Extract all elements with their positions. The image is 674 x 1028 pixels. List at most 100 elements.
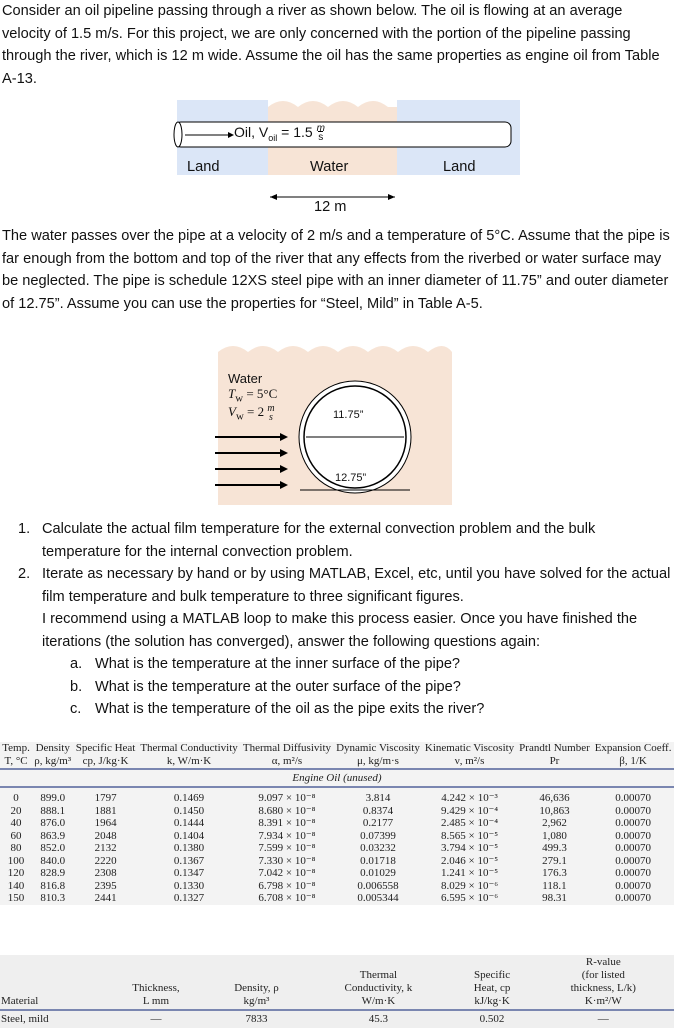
header-line: Temp. <box>2 742 30 754</box>
header-line: Specific Heat <box>75 742 136 754</box>
table-cell: 7.599 × 10⁻⁸ <box>258 842 316 854</box>
steel-properties-table: Material Thickness, L mm Density, ρ kg/m³ The… <box>0 955 674 1028</box>
table-cell: 7.330 × 10⁻⁸ <box>258 854 316 867</box>
table-cell: 0.00070 <box>615 817 651 829</box>
table-cell: 1964 <box>94 817 117 829</box>
table-cell: 1797 <box>94 792 117 804</box>
table-cell: 279.1 <box>542 854 567 867</box>
table-cell: 899.0 <box>40 792 66 804</box>
table-cell: 852.0 <box>40 842 66 854</box>
table-cell: 2395 <box>94 879 117 892</box>
table-cell: 0.00070 <box>615 879 651 892</box>
header-line: k, W/m·K <box>166 755 212 767</box>
engine-oil-properties-table: Temp. T, °C Density ρ, kg/m³ Specific Heat cp… <box>0 742 674 905</box>
header-line: Density <box>35 742 70 754</box>
table-cell: 7.934 × 10⁻⁸ <box>258 829 316 842</box>
land-right-label: Land <box>443 159 476 175</box>
water-label-2: Water <box>228 371 263 386</box>
table-cell: 176.3 <box>542 867 567 879</box>
column-header: Thermal Conductivity, k W/m·K <box>305 955 452 1011</box>
table-cell: 499.3 <box>542 842 567 854</box>
table-cell: 9.429 × 10⁻⁴ <box>441 804 499 817</box>
column-header: R-value (for listed thickness, L/k) K·m²/W <box>532 955 674 1011</box>
table-section-title: Engine Oil (unused) <box>0 769 674 788</box>
header-line: Density, ρ <box>234 982 279 994</box>
table-cell: 8.565 × 10⁻⁵ <box>441 829 499 842</box>
table-cell: 0.006558 <box>357 879 399 892</box>
header-line: cp, J/kg·K <box>82 755 129 767</box>
table-cell: 7833 <box>245 1013 268 1025</box>
table-cell: 1,080 <box>542 829 567 842</box>
header-line: Expansion Coeff. <box>594 742 672 754</box>
table-cell: 0.07399 <box>360 829 396 842</box>
table-cell: 0.1380 <box>173 842 205 854</box>
table-cell: 0.00070 <box>615 792 651 804</box>
table-row: 60 863.9 2048 0.1404 7.934 × 10⁻⁸ 0.07399 8.56… <box>0 830 674 843</box>
table-cell: 8.391 × 10⁻⁸ <box>258 817 316 829</box>
table-cell: 100 <box>7 854 25 867</box>
header-line: L mm <box>142 995 170 1007</box>
subquestion-c: c. What is the temperature of the oil as … <box>70 701 485 717</box>
table-cell: 4.242 × 10⁻³ <box>441 792 498 804</box>
table-cell: Steel, mild <box>1 1013 49 1025</box>
table-cell: 118.1 <box>542 879 567 892</box>
table-cell: 888.1 <box>40 804 66 817</box>
table-cell: 2.046 × 10⁻⁵ <box>441 854 499 867</box>
header-line: ρ, kg/m³ <box>34 755 72 767</box>
table-cell: 2.485 × 10⁻⁴ <box>441 817 499 829</box>
pipe-cross-section-figure <box>215 346 452 505</box>
table-cell: 0.1404 <box>173 829 205 842</box>
header-line: Kinematic Viscosity <box>424 742 515 754</box>
column-header: Expansion Coeff. β, 1/K <box>592 742 674 770</box>
table-cell: 0.00070 <box>615 804 651 817</box>
table-cell: 810.3 <box>40 892 66 904</box>
column-header: Thermal Diffusivity α, m²/s <box>240 742 334 770</box>
header-line: α, m²/s <box>271 755 303 767</box>
table-cell: 0.1367 <box>173 854 205 867</box>
table-cell: 140 <box>7 879 25 892</box>
table-cell: 840.0 <box>40 854 66 867</box>
header-line: μ, kg/m·s <box>356 755 399 767</box>
column-header: Specific Heat, cp kJ/kg·K <box>451 955 533 1011</box>
table-cell: 0.00070 <box>615 867 651 879</box>
table-cell: 863.9 <box>40 829 66 842</box>
table-cell: 6.798 × 10⁻⁸ <box>258 879 316 892</box>
table-cell: 1881 <box>94 804 117 817</box>
header-line: R-value <box>585 956 621 968</box>
table-cell: 10,863 <box>539 804 570 817</box>
table-cell: 0.1330 <box>173 879 205 892</box>
table-cell: 876.0 <box>40 817 66 829</box>
table-cell: 2308 <box>94 867 117 879</box>
table-cell: 0.01029 <box>360 867 396 879</box>
table-cell: 0.03232 <box>360 842 396 854</box>
table-row: 140 816.8 2395 0.1330 6.798 × 10⁻⁸ 0.006558 8.… <box>0 880 674 893</box>
table-cell: 816.8 <box>40 879 66 892</box>
water-label: Water <box>310 159 349 175</box>
table-cell: 2048 <box>94 829 117 842</box>
column-header: Thermal Conductivity k, W/m·K <box>137 742 241 770</box>
inner-diameter-label: 11.75” <box>333 409 364 421</box>
table-cell: 6.595 × 10⁻⁶ <box>441 892 499 904</box>
table-cell: 3.794 × 10⁻⁵ <box>441 842 499 854</box>
intro-paragraph: Consider an oil pipeline passing through… <box>2 3 660 87</box>
column-header: Thickness, L mm <box>104 955 208 1011</box>
table-cell: 8.680 × 10⁻⁸ <box>258 804 316 817</box>
header-line: kJ/kg·K <box>474 995 510 1007</box>
table-cell: 0 <box>13 792 19 804</box>
table-cell: 8.029 × 10⁻⁶ <box>441 879 499 892</box>
header-line: thickness, L/k) <box>570 982 636 994</box>
question-1: 1. Calculate the actual film temperature … <box>18 521 596 560</box>
table-row: 120 828.9 2308 0.1347 7.042 × 10⁻⁸ 0.01029 1.2… <box>0 867 674 880</box>
header-line: β, 1/K <box>619 755 647 767</box>
header-line: K·m²/W <box>584 995 622 1007</box>
header-line: Heat, cp <box>473 982 511 994</box>
header-line: Specific <box>474 969 511 981</box>
table-cell: 0.502 <box>479 1013 505 1025</box>
table-cell: 2220 <box>94 854 117 867</box>
table-cell: 0.8374 <box>362 804 394 817</box>
column-header: Prandtl Number Pr <box>516 742 593 770</box>
header-line: kg/m³ <box>243 995 270 1007</box>
table-cell: 0.005344 <box>357 892 399 904</box>
